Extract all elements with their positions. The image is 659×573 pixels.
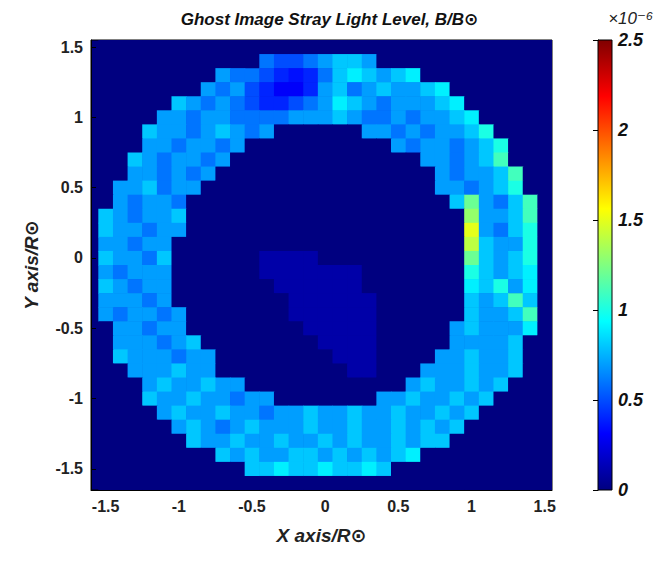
svg-text:×10⁻⁶: ×10⁻⁶	[608, 9, 653, 28]
svg-text:0.5: 0.5	[618, 390, 644, 410]
svg-text:1.5: 1.5	[61, 39, 83, 56]
svg-text:0.5: 0.5	[387, 498, 409, 515]
svg-text:-1: -1	[69, 390, 83, 407]
svg-text:0: 0	[618, 480, 628, 500]
svg-text:0.5: 0.5	[61, 179, 83, 196]
svg-text:-1: -1	[172, 498, 186, 515]
svg-text:1: 1	[618, 300, 628, 320]
svg-text:0: 0	[321, 498, 330, 515]
svg-text:1.5: 1.5	[618, 210, 644, 230]
svg-text:Y axis/R⊙: Y axis/R⊙	[21, 220, 42, 310]
svg-text:-1.5: -1.5	[55, 460, 83, 477]
svg-text:2: 2	[617, 120, 628, 140]
svg-text:X axis/R⊙: X axis/R⊙	[276, 525, 367, 546]
svg-text:-0.5: -0.5	[55, 320, 83, 337]
svg-text:1.5: 1.5	[534, 498, 556, 515]
svg-text:1: 1	[74, 109, 83, 126]
svg-text:1: 1	[467, 498, 476, 515]
svg-text:Ghost Image Stray Light Level,: Ghost Image Stray Light Level, B/B⊙	[181, 10, 479, 29]
svg-text:-1.5: -1.5	[92, 498, 120, 515]
svg-text:0: 0	[74, 249, 83, 266]
svg-text:-0.5: -0.5	[238, 498, 266, 515]
svg-text:2.5: 2.5	[617, 30, 644, 50]
